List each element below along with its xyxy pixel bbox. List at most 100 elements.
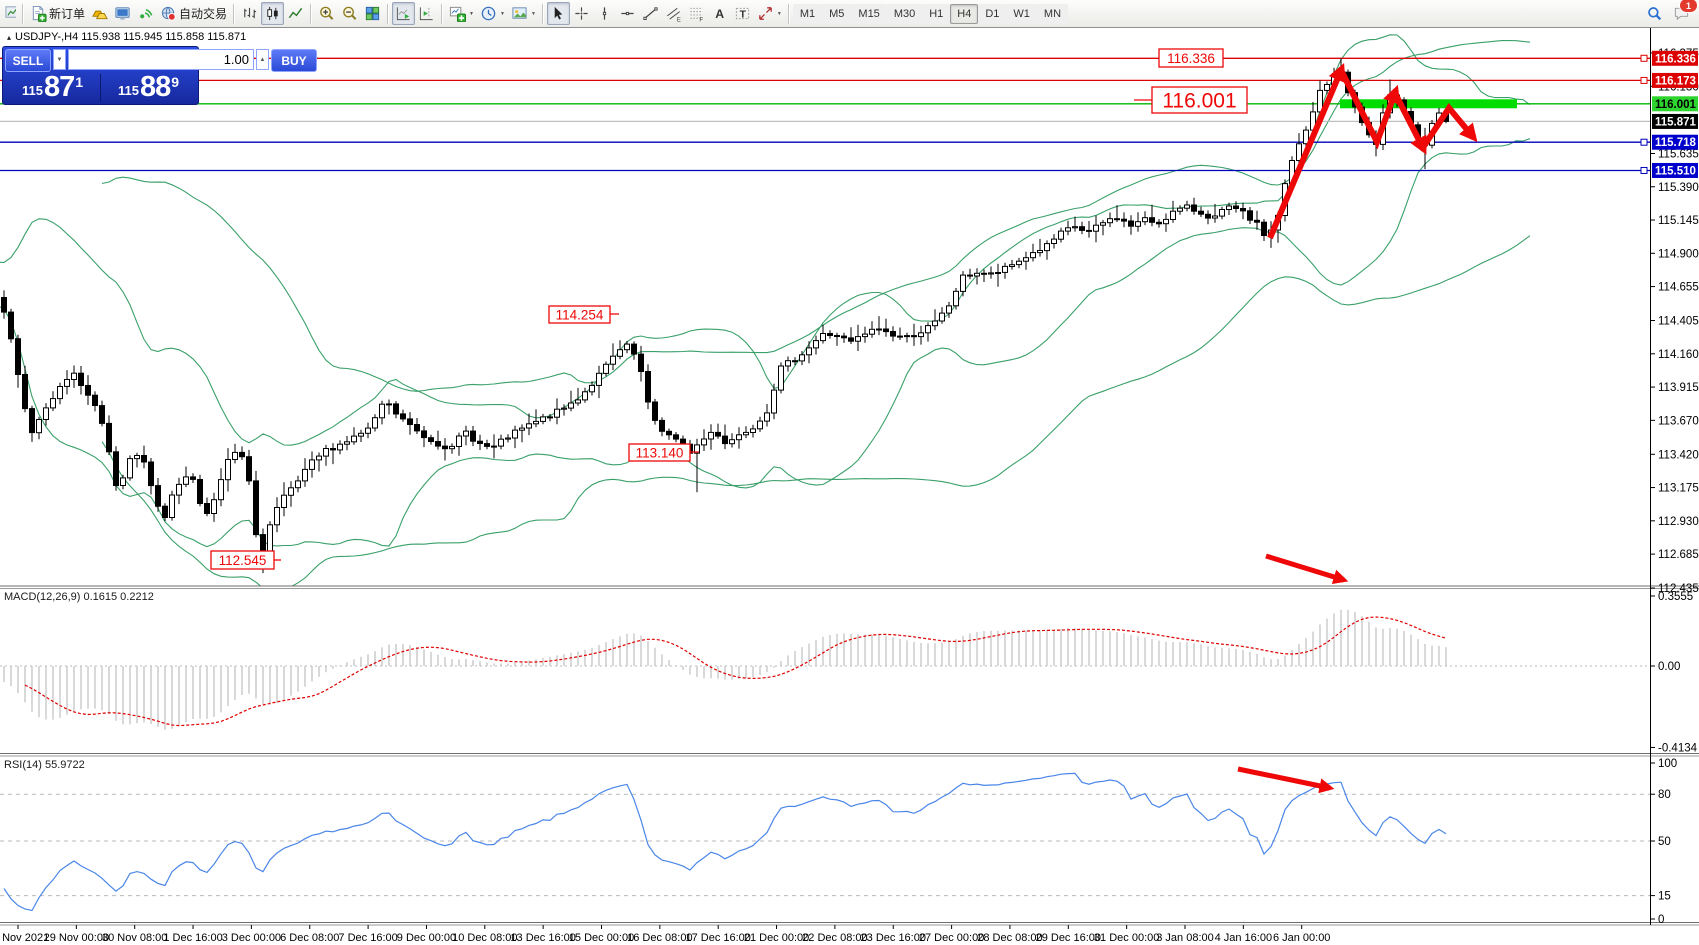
line-chart-button-icon: [287, 5, 304, 22]
svg-text:115.871: 115.871: [1655, 116, 1697, 128]
chevron-down-icon: ▼: [469, 10, 474, 17]
line-chart-button[interactable]: [284, 2, 307, 25]
trendline-button[interactable]: [639, 2, 662, 25]
timeframe-m5[interactable]: M5: [822, 3, 852, 24]
lot-size-input[interactable]: [68, 49, 254, 70]
svg-text:114.160: 114.160: [1658, 349, 1699, 361]
lot-increase-button[interactable]: ▲: [256, 49, 269, 70]
svg-text:A: A: [715, 7, 724, 21]
buy-price-sup: 9: [171, 74, 180, 90]
line-handle[interactable]: [1640, 138, 1648, 146]
svg-text:115.145: 115.145: [1658, 215, 1699, 227]
line-handle[interactable]: [1640, 76, 1648, 84]
trend-zigzag-arrow[interactable]: [1393, 93, 1427, 155]
new-chart-window-button[interactable]: [2, 2, 19, 25]
line-handle[interactable]: [1640, 166, 1648, 174]
templates-button-icon: [511, 5, 528, 22]
bar-chart-button[interactable]: [238, 2, 261, 25]
cursor-button[interactable]: [546, 2, 570, 25]
price-callout-text: 116.001: [1162, 90, 1236, 113]
chevron-down-icon: ▼: [776, 10, 782, 17]
sell-price-button[interactable]: 115 87 1: [5, 73, 101, 102]
line-handle[interactable]: [1640, 54, 1648, 62]
horizontal-line-button[interactable]: [616, 2, 639, 25]
rsi-line: [3, 772, 1447, 912]
svg-text:6 Dec 08:00: 6 Dec 08:00: [280, 932, 339, 944]
timeframe-mn[interactable]: MN: [1036, 3, 1069, 24]
trend-zigzag-arrow[interactable]: [1339, 70, 1401, 150]
svg-text:115.718: 115.718: [1655, 137, 1697, 149]
sell-button[interactable]: SELL: [5, 49, 51, 72]
channel-button-icon: E: [665, 5, 682, 22]
periods-button[interactable]: ▼: [477, 2, 508, 25]
text-label-button[interactable]: T: [731, 2, 754, 25]
templates-button[interactable]: ▼: [508, 2, 539, 25]
trend-zigzag-arrow[interactable]: [1421, 102, 1478, 148]
zoom-in-button-icon: [318, 5, 335, 22]
buy-button[interactable]: BUY: [271, 49, 317, 72]
svg-text:116.336: 116.336: [1655, 53, 1696, 65]
new-chart-button[interactable]: ▼: [446, 2, 477, 25]
buy-price-button[interactable]: 115 88 9: [101, 73, 196, 102]
timeframe-m1[interactable]: M1: [792, 3, 823, 24]
price-callout-box[interactable]: [1158, 48, 1224, 68]
macd-indicator-label: MACD(12,26,9) 0.1615 0.2212: [4, 591, 154, 603]
timeframe-d1[interactable]: D1: [978, 3, 1007, 24]
fibonacci-button[interactable]: F: [685, 2, 708, 25]
vertical-line-button-icon: [596, 5, 613, 22]
zoom-in-button[interactable]: [315, 2, 338, 25]
timeframe-m30[interactable]: M30: [886, 3, 923, 24]
candlestick-chart-button[interactable]: [261, 2, 285, 25]
channel-button[interactable]: E: [662, 2, 685, 25]
autotrading-button[interactable]: 自动交易: [157, 2, 230, 25]
price-callout-box[interactable]: [210, 550, 275, 570]
support-zone-bar: [1340, 99, 1517, 109]
svg-text:31 Dec 00:00: 31 Dec 00:00: [1094, 932, 1159, 944]
rsi-down-arrow[interactable]: [1237, 766, 1335, 794]
timeframe-h4[interactable]: H4: [950, 3, 979, 24]
periods-button-icon: [480, 5, 497, 22]
auto-scroll-button[interactable]: [392, 2, 416, 25]
terminal-button[interactable]: [111, 2, 134, 25]
tile-windows-button[interactable]: [361, 2, 384, 25]
new-order-button[interactable]: 新订单: [27, 2, 88, 25]
svg-text:28 Dec 08:00: 28 Dec 08:00: [977, 932, 1042, 944]
gold-button[interactable]: [88, 2, 111, 25]
svg-text:80: 80: [1658, 789, 1671, 801]
crosshair-button[interactable]: [570, 2, 593, 25]
signal-button[interactable]: [134, 2, 157, 25]
svg-text:29 Nov 00:00: 29 Nov 00:00: [44, 932, 109, 944]
zoom-out-button-icon: [341, 5, 358, 22]
autotrading-button-icon: [160, 5, 177, 22]
svg-text:30 Nov 08:00: 30 Nov 08:00: [102, 932, 167, 944]
svg-text:113.420: 113.420: [1658, 449, 1699, 461]
price-callout-box[interactable]: [628, 443, 691, 462]
cursor-button-icon: [550, 5, 567, 22]
svg-text:0.00: 0.00: [1658, 661, 1680, 673]
macd-signal-line: [24, 616, 1447, 727]
vertical-line-button[interactable]: [593, 2, 616, 25]
timeframe-m15[interactable]: M15: [851, 3, 887, 24]
buy-price-prefix: 115: [117, 83, 139, 98]
svg-text:7 Dec 16:00: 7 Dec 16:00: [338, 932, 397, 944]
search-button[interactable]: [1643, 2, 1666, 25]
zoom-out-button[interactable]: [338, 2, 361, 25]
panel-borders: [0, 28, 1699, 926]
lot-decrease-button[interactable]: ▼: [53, 49, 66, 70]
svg-text:0.3555: 0.3555: [1658, 591, 1693, 603]
price-callout-box[interactable]: [548, 305, 611, 324]
rsi-indicator-label: RSI(14) 55.9722: [4, 759, 85, 771]
arrows-button[interactable]: ▼: [754, 2, 785, 25]
chart-shift-button[interactable]: [415, 2, 438, 25]
price-axis[interactable]: 116.375116.130115.635115.390115.145114.9…: [1650, 48, 1699, 926]
main-toolbar: 新订单 自动交易 ▼ ▼ ▼ E F A T ▼ M1 M5 M15 M30 H1 H4 D1 W1 MN 1: [0, 0, 1699, 28]
price-callout-box[interactable]: [1151, 86, 1248, 114]
macd-down-arrow[interactable]: [1265, 553, 1349, 585]
timeframe-h1[interactable]: H1: [922, 3, 951, 24]
trend-zigzag-arrow[interactable]: [1267, 63, 1346, 240]
text-button[interactable]: A: [708, 2, 731, 25]
timeframe-w1[interactable]: W1: [1006, 3, 1037, 24]
toolbar-right-tools: 1: [1643, 0, 1698, 25]
